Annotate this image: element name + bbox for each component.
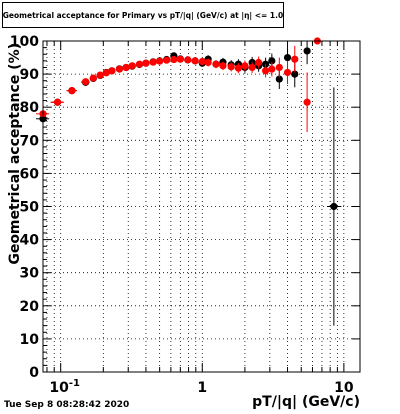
data-point-red [275, 63, 283, 72]
data-point-red [248, 63, 256, 72]
data-point-red [115, 65, 124, 73]
data-point-red [268, 65, 276, 73]
data-point-black [330, 202, 338, 211]
data-point-red [128, 62, 136, 70]
y-tick-label: 40 [20, 233, 40, 249]
plot-area [43, 41, 360, 372]
data-point-red [68, 87, 76, 95]
data-point-black [268, 57, 276, 65]
data-point-red [156, 57, 164, 65]
y-tick-label: 20 [20, 299, 40, 315]
data-point-red [149, 58, 157, 66]
data-point-red [291, 55, 299, 63]
data-point-red [108, 67, 116, 75]
y-tick-label: 90 [20, 67, 40, 83]
data-point-red [163, 56, 171, 64]
data-point-red [170, 55, 178, 64]
data-point-red [234, 64, 243, 72]
data-point-red [89, 74, 97, 82]
x-axis-label: pT/|q| (GeV/c) [252, 394, 360, 410]
data-point-red [241, 62, 249, 70]
data-point-red [53, 98, 62, 106]
data-point-red [219, 62, 227, 70]
y-tick-label: 0 [29, 365, 39, 381]
data-point-red [122, 63, 130, 72]
y-axis-label: Geometrical acceptance (%) [7, 43, 23, 265]
timestamp: Tue Sep 8 08:28:42 2020 [4, 400, 130, 410]
data-point-red [191, 57, 199, 65]
data-point-black [283, 53, 292, 62]
data-point-red [227, 63, 235, 71]
y-tick-label: 70 [20, 133, 40, 149]
data-point-black [275, 75, 283, 83]
data-point-red [135, 60, 144, 68]
y-tick-label: 50 [20, 200, 40, 216]
data-point-red [261, 67, 270, 75]
data-point-red [198, 57, 206, 66]
y-tick-label: 80 [20, 100, 40, 116]
data-point-red [303, 98, 311, 106]
data-point-black [303, 47, 311, 55]
plot-frame [42, 40, 361, 373]
data-point-red [184, 56, 192, 64]
data-point-red [176, 55, 184, 63]
data-point-black [291, 70, 299, 78]
data-point-red [102, 69, 110, 77]
data-point-red [283, 68, 292, 77]
data-point-red [82, 78, 90, 86]
x-tick-label: 1 [197, 380, 207, 396]
y-tick-label: 100 [10, 34, 39, 50]
x-tick-label: 10-1 [49, 378, 80, 396]
data-point-red [255, 58, 263, 67]
y-tick-label: 30 [20, 266, 40, 282]
data-point-red [204, 58, 212, 67]
data-point-red [212, 60, 220, 68]
data-point-red [142, 59, 150, 67]
data-point-red [96, 71, 104, 79]
chart-title-box: Geometrical acceptance for Primary vs pT… [2, 2, 284, 28]
chart-title: Geometrical acceptance for Primary vs pT… [2, 10, 284, 20]
y-tick-label: 60 [20, 166, 40, 182]
x-tick-label: 10 [334, 380, 354, 396]
y-tick-label: 10 [20, 332, 40, 348]
